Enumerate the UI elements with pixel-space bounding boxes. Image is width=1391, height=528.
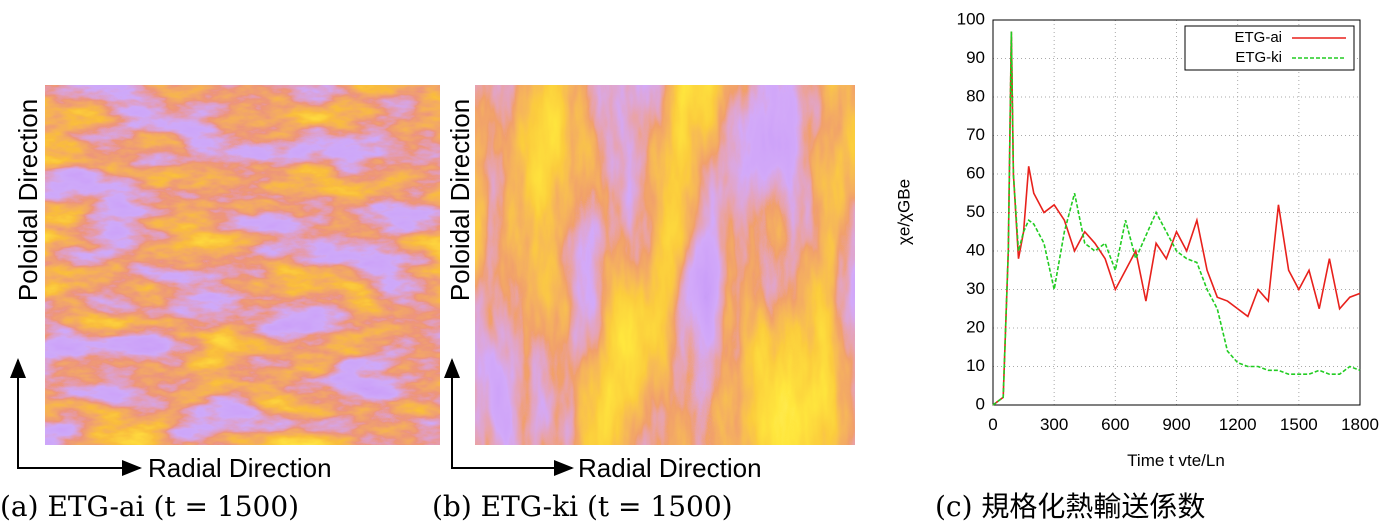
x-tick-label: 300 — [1040, 415, 1068, 434]
heatmap-a — [45, 85, 440, 445]
y-tick-label: 20 — [966, 317, 985, 336]
caption: (a) ETG-ai (t = 1500) — [0, 490, 299, 523]
axes-a — [9, 358, 142, 476]
x-label: Radial Direction — [148, 453, 332, 483]
y-tick-label: 90 — [966, 48, 985, 67]
heatmap-b — [475, 85, 855, 445]
y-tick-label: 70 — [966, 125, 985, 144]
x-tick-label: 1200 — [1219, 415, 1257, 434]
legend-label: ETG-ai — [1234, 29, 1282, 46]
y-tick-label: 100 — [957, 9, 985, 28]
y-label: Poloidal Direction — [13, 99, 43, 301]
y-tick-label: 60 — [966, 163, 985, 182]
line-series — [992, 31, 1361, 406]
y-tick-label: 40 — [966, 240, 985, 259]
y-tick-label: 10 — [966, 356, 985, 375]
legend-label: ETG-ki — [1235, 49, 1282, 66]
x-tick-label: 1800 — [1341, 415, 1379, 434]
line-series — [992, 31, 1361, 406]
x-tick-label: 600 — [1101, 415, 1129, 434]
y-tick-label: 30 — [966, 279, 985, 298]
x-tick-label: 900 — [1162, 415, 1190, 434]
axes-b — [444, 358, 574, 476]
y-tick-label: 80 — [966, 86, 985, 105]
x-tick-label: 0 — [988, 415, 997, 434]
y-tick-label: 50 — [966, 202, 985, 221]
caption: (b) ETG-ki (t = 1500) — [432, 490, 733, 523]
x-tick-label: 1500 — [1280, 415, 1318, 434]
chart-x-label: Time t vte/Ln — [1127, 451, 1225, 470]
plot-frame — [992, 19, 1361, 406]
legend-box — [1184, 25, 1355, 71]
y-label: Poloidal Direction — [445, 99, 475, 301]
y-tick-label: 0 — [976, 394, 985, 413]
caption: (c) 規格化熱輸送係数 — [935, 490, 1205, 523]
x-label: Radial Direction — [578, 453, 762, 483]
chart-y-label: χe/χGBe — [894, 179, 913, 245]
